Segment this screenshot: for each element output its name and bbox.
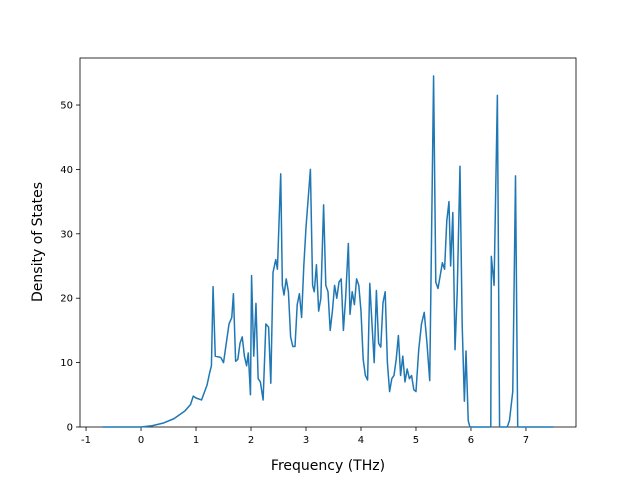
y-tick-label: 10 [60, 358, 73, 369]
y-tick-label: 30 [60, 229, 73, 240]
x-tick-label: 1 [193, 435, 199, 446]
x-tick-label: 0 [138, 435, 144, 446]
x-axis-label: Frequency (THz) [271, 458, 385, 474]
x-tick-label: 4 [358, 435, 364, 446]
y-tick-label: 40 [60, 165, 73, 176]
x-tick-label: 2 [248, 435, 254, 446]
x-tick-label: 7 [523, 435, 529, 446]
y-axis-label: Density of States [30, 182, 46, 302]
x-tick-label: 3 [303, 435, 309, 446]
dos-line [102, 75, 554, 428]
y-tick-label: 50 [60, 101, 73, 112]
y-tick-label: 20 [60, 294, 73, 305]
plot-frame [79, 57, 577, 428]
x-tick-label: 6 [468, 435, 474, 446]
y-tick-label: 0 [67, 423, 73, 434]
x-tick-label: -1 [81, 435, 91, 446]
x-tick-label: 5 [413, 435, 419, 446]
